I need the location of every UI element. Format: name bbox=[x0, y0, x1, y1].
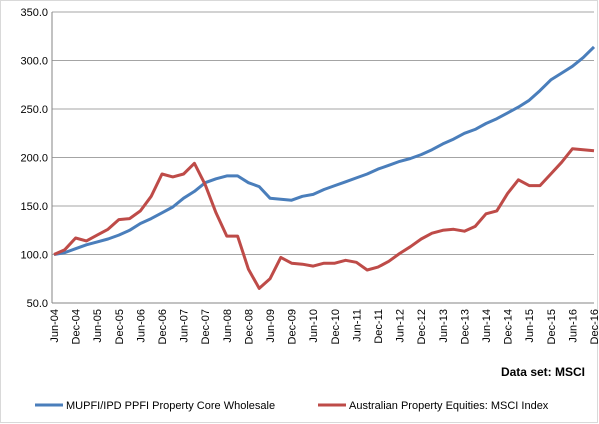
x-tick-label: Jun-14 bbox=[481, 309, 493, 343]
x-tick-label: Dec-15 bbox=[546, 309, 558, 344]
y-tick-label: 200.0 bbox=[20, 153, 48, 165]
y-tick-label: 50.0 bbox=[27, 298, 48, 310]
x-tick-label: Dec-11 bbox=[373, 309, 385, 344]
legend-label: MUPFI/IPD PPFI Property Core Wholesale bbox=[66, 400, 275, 412]
x-tick-label: Dec-12 bbox=[416, 309, 428, 344]
x-tick-label: Dec-13 bbox=[459, 309, 471, 344]
x-tick-label: Jun-06 bbox=[135, 309, 147, 343]
x-tick-label: Dec-04 bbox=[71, 309, 83, 344]
x-tick-label: Jun-09 bbox=[265, 309, 277, 343]
y-tick-label: 150.0 bbox=[20, 201, 48, 213]
x-tick-label: Jun-05 bbox=[92, 309, 104, 343]
x-tick-label: Dec-16 bbox=[589, 309, 599, 344]
x-tick-label: Jun-07 bbox=[179, 309, 191, 343]
y-tick-label: 350.0 bbox=[20, 7, 48, 19]
x-tick-label: Dec-06 bbox=[157, 309, 169, 344]
x-tick-label: Dec-10 bbox=[330, 309, 342, 344]
x-tick-label: Dec-05 bbox=[114, 309, 126, 344]
line-series bbox=[53, 45, 596, 256]
annotation: Data set: MSCI bbox=[501, 365, 585, 379]
legend-label: Australian Property Equities: MSCI Index bbox=[349, 400, 549, 412]
x-tick-label: Jun-11 bbox=[351, 309, 363, 342]
x-tick-label: Dec-09 bbox=[287, 309, 299, 344]
y-tick-label: 100.0 bbox=[20, 250, 48, 262]
x-tick-label: Dec-14 bbox=[503, 309, 515, 344]
x-tick-label: Jun-13 bbox=[438, 309, 450, 343]
y-tick-label: 250.0 bbox=[20, 104, 48, 116]
line-series bbox=[53, 147, 595, 290]
x-tick-label: Jun-10 bbox=[308, 309, 320, 343]
x-tick-label: Dec-08 bbox=[243, 309, 255, 344]
x-tick-label: Jun-12 bbox=[395, 309, 407, 343]
x-tick-label: Jun-04 bbox=[49, 309, 61, 343]
x-tick-label: Jun-08 bbox=[222, 309, 234, 343]
x-tick-label: Jun-16 bbox=[567, 309, 579, 343]
x-tick-label: Dec-07 bbox=[200, 309, 212, 344]
x-tick-label: Jun-15 bbox=[524, 309, 536, 343]
y-tick-label: 300.0 bbox=[20, 56, 48, 68]
